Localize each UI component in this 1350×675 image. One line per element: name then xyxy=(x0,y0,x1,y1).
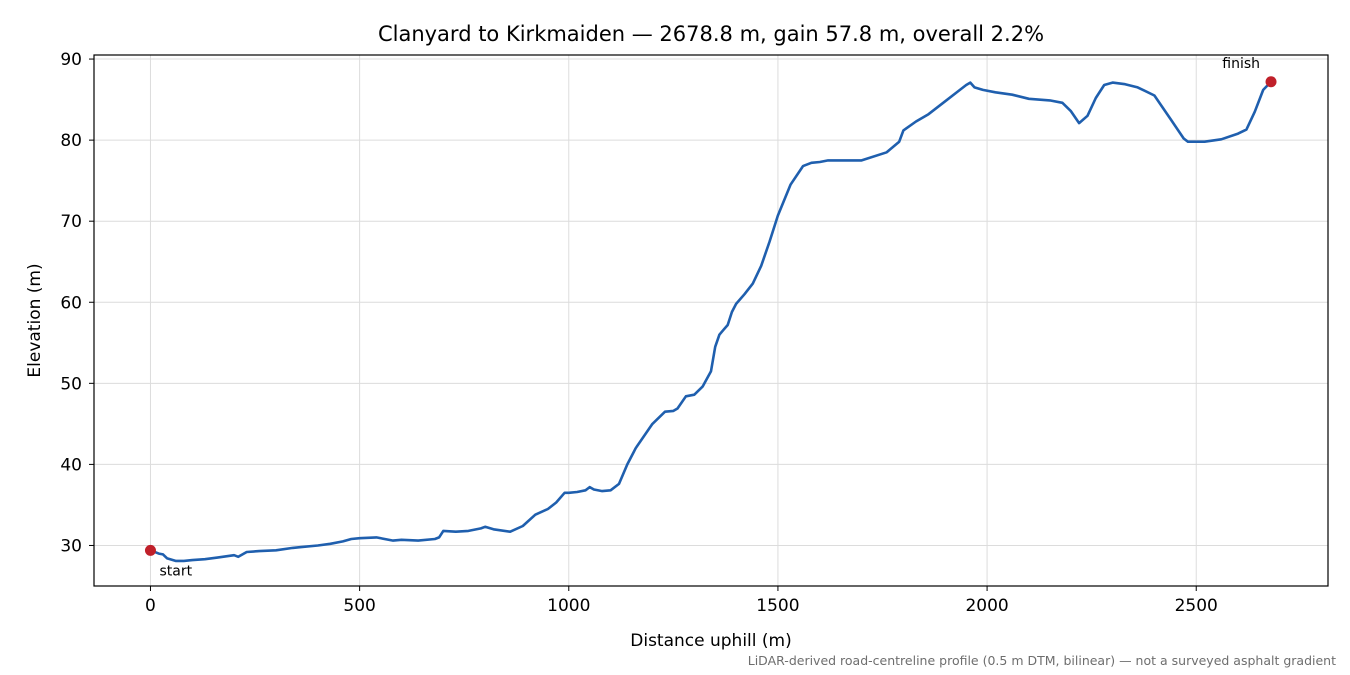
y-tick-label: 90 xyxy=(60,50,82,70)
x-axis-label: Distance uphill (m) xyxy=(630,631,791,651)
y-axis-ticks: 30 40 50 60 70 80 90 xyxy=(60,50,94,556)
x-axis-ticks: 0 500 1000 1500 2000 2500 xyxy=(145,586,1218,616)
elevation-profile-line xyxy=(149,80,1273,563)
finish-marker xyxy=(1265,76,1277,88)
y-tick-label: 60 xyxy=(60,293,82,313)
y-tick-label: 30 xyxy=(60,536,82,556)
finish-label: finish xyxy=(1222,56,1260,72)
x-tick-label: 2500 xyxy=(1175,596,1218,616)
footnote: LiDAR-derived road-centreline profile (0… xyxy=(748,653,1336,668)
chart-title: Clanyard to Kirkmaiden — 2678.8 m, gain … xyxy=(378,22,1044,46)
start-marker xyxy=(144,544,156,556)
x-tick-label: 0 xyxy=(145,596,156,616)
y-tick-label: 50 xyxy=(60,374,82,394)
series-layer xyxy=(149,80,1273,563)
grid xyxy=(94,55,1328,586)
y-axis-label: Elevation (m) xyxy=(25,263,45,377)
x-tick-label: 500 xyxy=(343,596,375,616)
y-tick-label: 70 xyxy=(60,212,82,232)
start-label: start xyxy=(159,563,192,579)
y-tick-label: 80 xyxy=(60,131,82,151)
y-tick-label: 40 xyxy=(60,455,82,475)
x-tick-label: 1000 xyxy=(547,596,590,616)
x-tick-label: 1500 xyxy=(756,596,799,616)
markers-layer: start finish xyxy=(144,56,1277,579)
plot-frame xyxy=(93,54,1329,587)
x-tick-label: 2000 xyxy=(965,596,1008,616)
